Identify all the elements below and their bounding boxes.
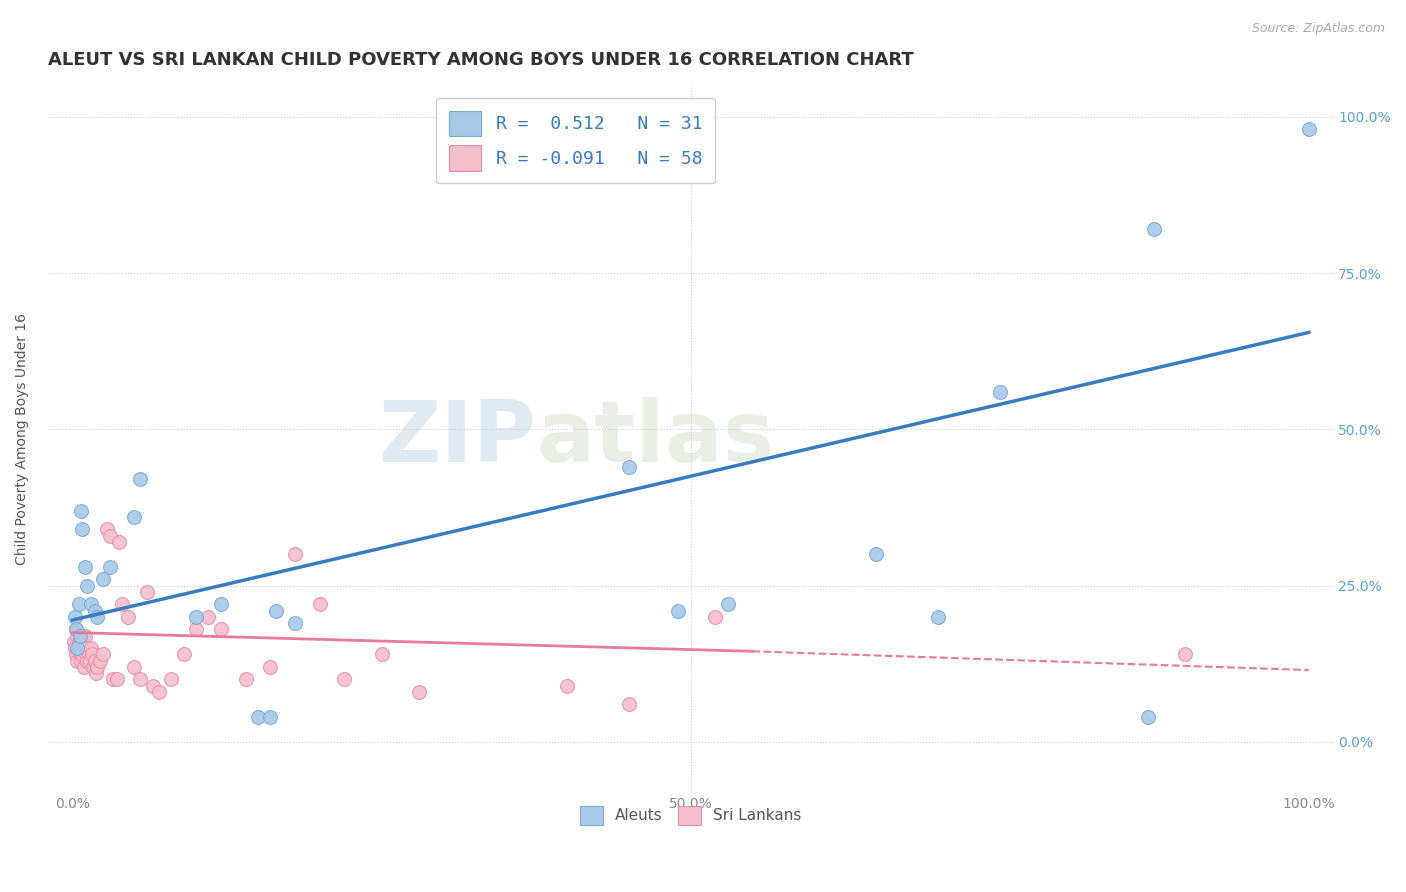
Point	[66, 654, 89, 668]
Point	[72, 648, 94, 662]
Point	[66, 629, 89, 643]
Point	[103, 673, 125, 687]
Point	[235, 673, 257, 687]
Point	[69, 629, 91, 643]
Point	[75, 648, 97, 662]
Point	[65, 648, 87, 662]
Point	[70, 654, 93, 668]
Point	[83, 604, 105, 618]
Point	[129, 472, 152, 486]
Point	[209, 623, 232, 637]
Point	[93, 573, 115, 587]
Point	[82, 648, 104, 662]
Point	[108, 535, 131, 549]
Point	[617, 459, 640, 474]
Point	[124, 509, 146, 524]
Point	[865, 548, 887, 562]
Point	[105, 673, 128, 687]
Point	[173, 648, 195, 662]
Point	[80, 598, 103, 612]
Point	[988, 384, 1011, 399]
Point	[1298, 122, 1320, 136]
Point	[308, 598, 330, 612]
Point	[80, 641, 103, 656]
Text: ALEUT VS SRI LANKAN CHILD POVERTY AMONG BOYS UNDER 16 CORRELATION CHART: ALEUT VS SRI LANKAN CHILD POVERTY AMONG …	[48, 51, 914, 69]
Text: atlas: atlas	[536, 397, 775, 480]
Point	[73, 629, 96, 643]
Point	[73, 560, 96, 574]
Point	[160, 673, 183, 687]
Point	[117, 610, 139, 624]
Point	[333, 673, 356, 687]
Point	[96, 522, 118, 536]
Point	[76, 579, 98, 593]
Point	[76, 654, 98, 668]
Point	[1174, 648, 1197, 662]
Point	[67, 635, 90, 649]
Point	[1137, 710, 1160, 724]
Point	[184, 610, 207, 624]
Point	[65, 623, 87, 637]
Point	[67, 641, 90, 656]
Point	[73, 641, 96, 656]
Point	[135, 585, 157, 599]
Point	[246, 710, 269, 724]
Point	[70, 503, 93, 517]
Point	[284, 548, 307, 562]
Point	[266, 604, 288, 618]
Point	[98, 560, 121, 574]
Point	[72, 522, 94, 536]
Point	[72, 660, 94, 674]
Point	[69, 635, 91, 649]
Point	[148, 685, 170, 699]
Point	[184, 623, 207, 637]
Point	[1143, 222, 1166, 236]
Point	[124, 660, 146, 674]
Point	[129, 673, 152, 687]
Point	[717, 598, 740, 612]
Point	[77, 648, 100, 662]
Point	[408, 685, 430, 699]
Text: Source: ZipAtlas.com: Source: ZipAtlas.com	[1251, 22, 1385, 36]
Point	[111, 598, 134, 612]
Point	[63, 641, 86, 656]
Point	[83, 654, 105, 668]
Point	[84, 666, 107, 681]
Point	[704, 610, 727, 624]
Point	[82, 660, 104, 674]
Point	[86, 610, 108, 624]
Point	[259, 710, 281, 724]
Point	[63, 610, 86, 624]
Point	[617, 698, 640, 712]
Point	[79, 654, 101, 668]
Point	[370, 648, 392, 662]
Point	[67, 598, 90, 612]
Point	[98, 528, 121, 542]
Point	[666, 604, 689, 618]
Point	[65, 623, 87, 637]
Point	[89, 654, 111, 668]
Point	[259, 660, 281, 674]
Point	[927, 610, 949, 624]
Y-axis label: Child Poverty Among Boys Under 16: Child Poverty Among Boys Under 16	[15, 313, 30, 565]
Point	[142, 679, 165, 693]
Point	[555, 679, 578, 693]
Point	[93, 648, 115, 662]
Point	[69, 648, 91, 662]
Point	[209, 598, 232, 612]
Point	[86, 660, 108, 674]
Text: ZIP: ZIP	[378, 397, 536, 480]
Point	[72, 635, 94, 649]
Point	[197, 610, 219, 624]
Point	[70, 641, 93, 656]
Legend: Aleuts, Sri Lankans: Aleuts, Sri Lankans	[571, 797, 811, 834]
Point	[76, 641, 98, 656]
Point	[66, 641, 89, 656]
Point	[62, 635, 84, 649]
Point	[284, 616, 307, 631]
